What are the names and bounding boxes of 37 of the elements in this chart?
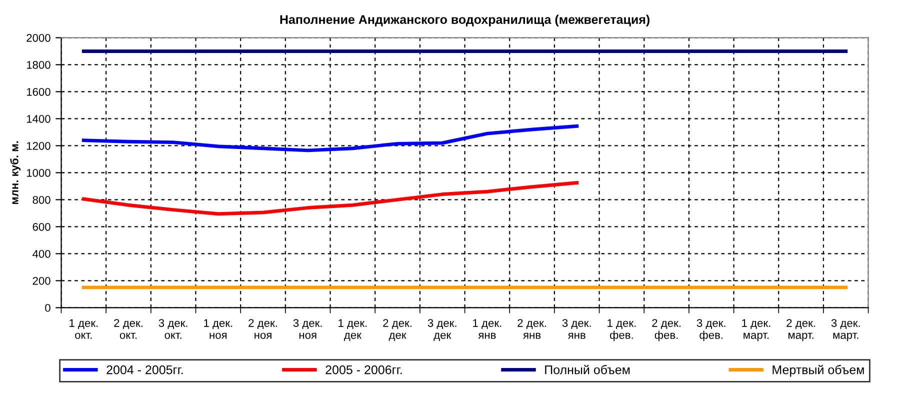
x-tick-label: 3 дек. дек <box>428 319 456 342</box>
x-tick-label: 1 дек. окт. <box>70 319 98 339</box>
x-tick-label: 2 дек. март. <box>786 319 815 342</box>
x-tick-label: 2 дек. окт. <box>114 319 142 339</box>
x-tick-label: 3 дек. ноя <box>293 319 322 339</box>
y-tick-label: 400 <box>32 250 50 258</box>
y-tick-label: 800 <box>32 196 50 204</box>
x-tick-label: 3 дек. янв <box>562 319 591 339</box>
y-tick-label: 1800 <box>26 60 50 69</box>
legend-label: 2005 - 2006гг. <box>326 365 402 374</box>
y-axis-title: млн. куб. м. <box>10 141 21 204</box>
x-tick-label: 1 дек. дек <box>338 319 367 342</box>
x-tick-label: 1 дек. фев. <box>608 319 636 342</box>
legend-label: Мертвый объем <box>772 364 864 377</box>
x-tick-label: 2 дек. дек <box>383 319 412 342</box>
x-tick-label: 1 дек. янв <box>473 319 502 339</box>
legend-label: Полный объем <box>545 364 630 374</box>
y-tick-label: 200 <box>32 276 50 285</box>
legend-label: 2004 - 2005гг. <box>106 365 183 374</box>
y-tick-label: 0 <box>45 304 50 312</box>
y-tick-label: 1200 <box>26 142 50 150</box>
y-tick-label: 1400 <box>26 114 50 123</box>
x-tick-label: 3 дек. окт. <box>158 319 188 339</box>
line-series <box>82 181 579 216</box>
y-tick-label: 1000 <box>26 168 50 177</box>
x-tick-label: 2 дек. ноя <box>248 319 277 339</box>
line-series <box>82 124 579 152</box>
chart-title: Наполнение Андижанского водохранилища (межвегетация) <box>280 14 650 26</box>
x-tick-label: 2 дек. янв <box>518 319 546 339</box>
x-tick-label: 2 дек. фев. <box>652 319 680 342</box>
x-tick-label: 1 дек. март. <box>742 319 770 342</box>
y-tick-label: 600 <box>32 222 50 231</box>
x-tick-label: 3 дек. фев. <box>696 319 726 342</box>
x-tick-label: 1 дек. ноя <box>204 319 232 339</box>
x-tick-label: 3 дек. март. <box>831 319 860 342</box>
y-tick-label: 2000 <box>26 34 50 42</box>
y-tick-label: 1600 <box>26 88 50 96</box>
